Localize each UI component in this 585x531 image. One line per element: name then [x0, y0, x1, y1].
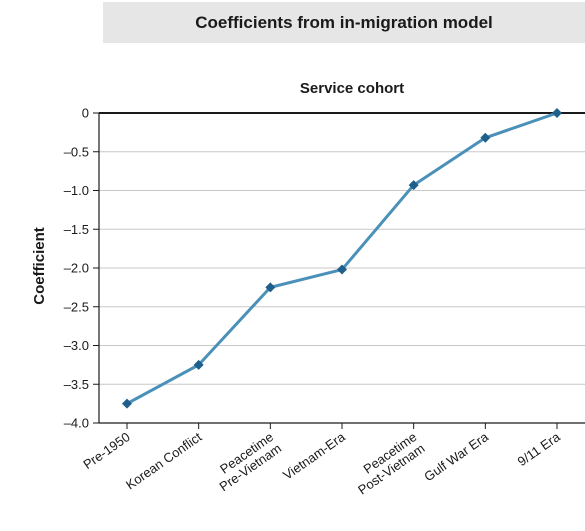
chart-header-bar: Coefficients from in-migration model — [103, 2, 585, 43]
y-tick-labels: 0 –0.5 –1.0 –1.5 –2.0 –2.5 –3.0 –3.5 –4.0 — [64, 106, 89, 431]
y-tick-label: –0.5 — [64, 144, 89, 159]
y-tick-label: –1.5 — [64, 222, 89, 237]
x-tick-label: PeacetimePost-Vietnam — [347, 429, 427, 497]
y-tick-label: –2.0 — [64, 261, 89, 276]
y-axis-label: Coefficient — [31, 227, 48, 305]
y-tick-label: –3.0 — [64, 338, 89, 353]
page-title: Coefficients from in-migration model — [195, 13, 493, 32]
data-point-marker — [265, 282, 276, 293]
x-tick-label: 9/11 Era — [515, 429, 564, 469]
gridlines — [99, 151, 585, 385]
series-polyline — [126, 111, 558, 405]
y-tick-label: 0 — [82, 106, 89, 121]
axes — [93, 112, 585, 429]
data-point-marker — [552, 108, 562, 118]
data-point-marker — [337, 264, 347, 275]
y-tick-label: –3.5 — [64, 377, 89, 392]
data-point-marker — [193, 359, 204, 370]
data-point-marker — [408, 180, 419, 191]
data-point-marker — [122, 398, 132, 409]
x-tick-label: Korean Conflict — [123, 429, 205, 492]
y-tick-label: –1.0 — [64, 183, 89, 198]
x-tick-label: Gulf War Era — [421, 429, 491, 485]
data-points — [122, 108, 562, 409]
series-line — [126, 111, 558, 405]
y-tick-label: –2.5 — [64, 299, 89, 314]
x-tick-label: Vietnam-Era — [280, 429, 348, 483]
chart-title: Service cohort — [300, 80, 404, 97]
data-point-marker — [480, 132, 491, 143]
x-tick-label: PeacetimePre-Vietnam — [208, 429, 284, 494]
x-tick-label: Pre-1950 — [80, 429, 132, 472]
y-tick-label: –4.0 — [64, 416, 89, 431]
